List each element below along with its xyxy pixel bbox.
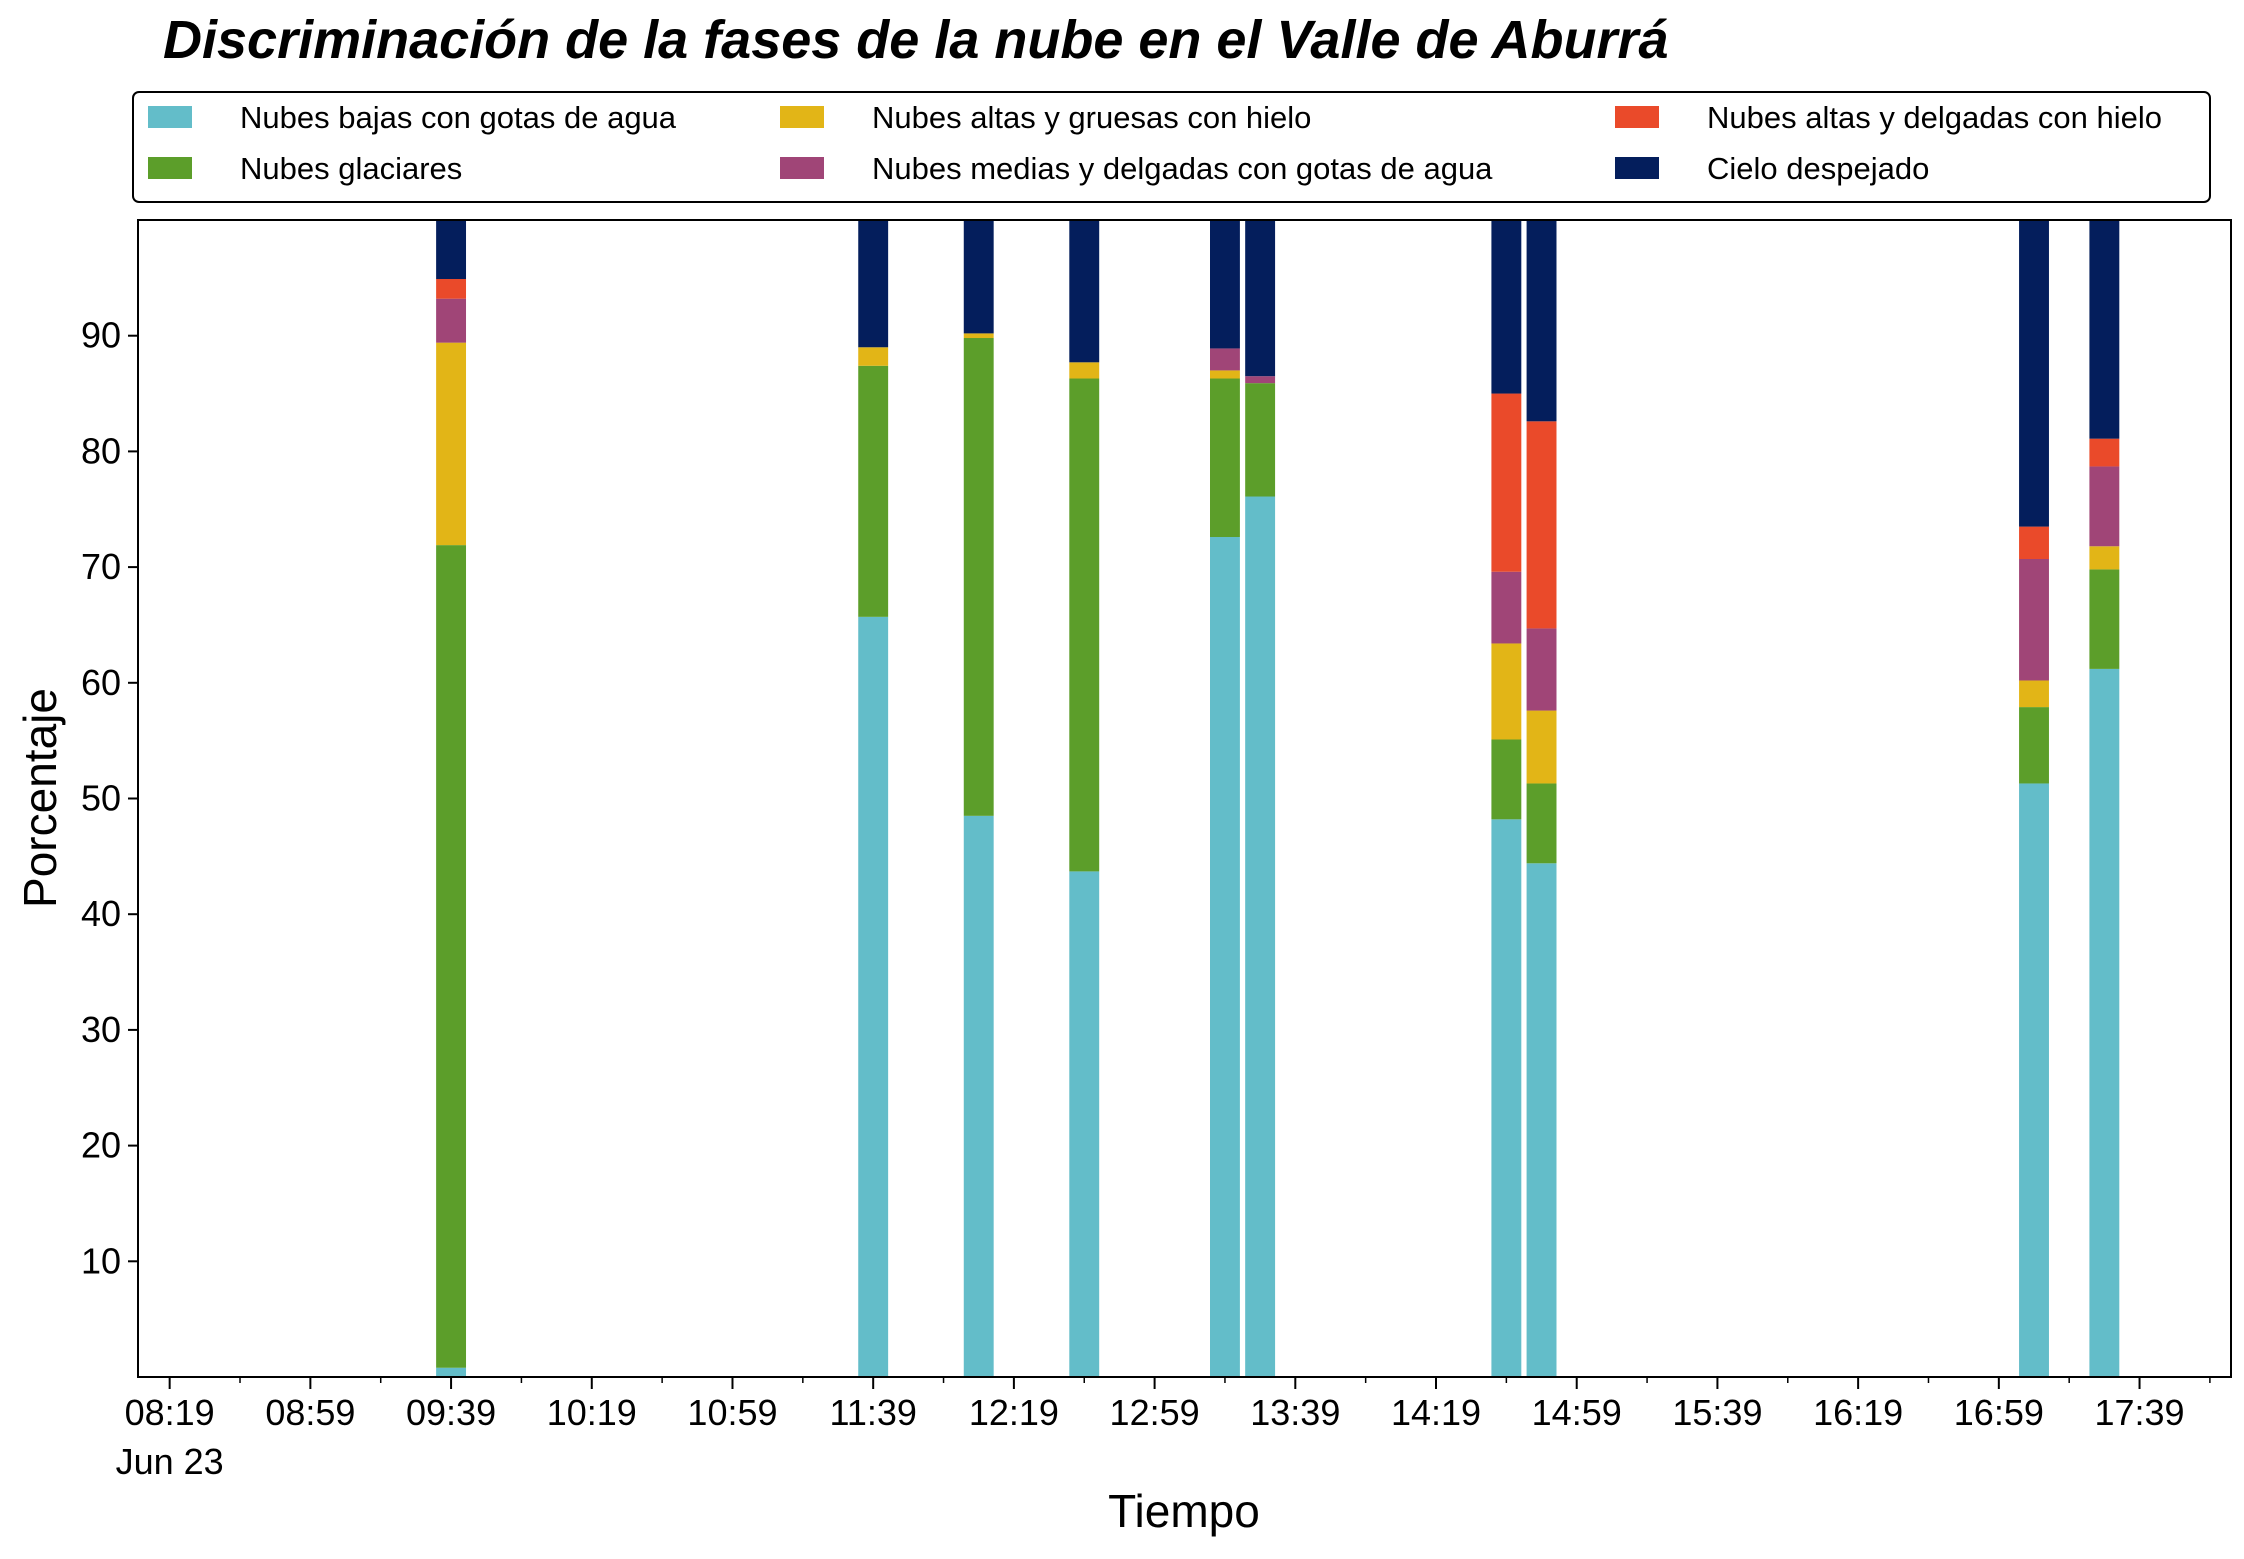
bar-segment-cielo-despejado [1526, 220, 1557, 422]
bar-segment-nubes-altas-y-gruesas-con-hielo [1210, 370, 1240, 379]
x-tick-label: 10:19 [547, 1392, 637, 1433]
bar-segment-nubes-bajas-con-gotas-de-agua [858, 616, 889, 1377]
legend-label-nubes-bajas-con-gotas-de-agua: Nubes bajas con gotas de agua [240, 100, 677, 135]
legend-swatch-nubes-glaciares [148, 157, 192, 179]
bar-segment-nubes-medias-y-delgadas-con-gotas-de-agua [436, 298, 467, 343]
x-tick-label: 08:19 [125, 1392, 215, 1433]
bars [436, 220, 2120, 1377]
bar-segment-nubes-glaciares [1069, 378, 1100, 872]
x-tick-label: 17:39 [2094, 1392, 2184, 1433]
bar-segment-nubes-altas-y-gruesas-con-hielo [2019, 680, 2049, 708]
chart-title: Discriminación de la fases de la nube en… [163, 10, 1669, 70]
legend-label-cielo-despejado: Cielo despejado [1707, 151, 1929, 186]
x-tick-label: 15:39 [1672, 1392, 1762, 1433]
x-tick-label: 16:19 [1813, 1392, 1903, 1433]
legend-swatch-nubes-medias-y-delgadas-con-gotas-de-agua [780, 157, 824, 179]
legend-frame [132, 91, 2211, 203]
x-axis: 08:19 Jun 23 08:59 09:39 10:19 10:59 11:39 12:1… [116, 1377, 2211, 1482]
bar-segment-cielo-despejado [2019, 220, 2049, 527]
bar-segment-nubes-glaciares [1210, 378, 1240, 538]
y-axis: 10 20 30 40 50 60 70 80 90 [81, 315, 138, 1281]
bar-segment-nubes-altas-y-delgadas-con-hielo [1526, 421, 1557, 629]
bar-segment-cielo-despejado [1491, 220, 1522, 394]
bar-segment-nubes-altas-y-delgadas-con-hielo [2019, 526, 2049, 560]
y-tick-label: 90 [81, 315, 121, 356]
bar-segment-nubes-medias-y-delgadas-con-gotas-de-agua [2019, 559, 2049, 681]
bar-segment-nubes-bajas-con-gotas-de-agua [2089, 668, 2120, 1377]
y-axis-label: Porcentaje [14, 688, 66, 908]
bar-segment-cielo-despejado [436, 220, 467, 280]
bar-segment-nubes-bajas-con-gotas-de-agua [1526, 863, 1557, 1377]
legend-swatch-cielo-despejado [1615, 157, 1659, 179]
x-axis-label: Tiempo [1108, 1485, 1260, 1537]
bar-segment-nubes-altas-y-gruesas-con-hielo [1526, 710, 1557, 784]
bar-segment-nubes-bajas-con-gotas-de-agua [1210, 537, 1240, 1377]
x-tick-label: 08:59 [265, 1392, 355, 1433]
y-tick-label: 20 [81, 1125, 121, 1166]
y-tick-label: 80 [81, 430, 121, 471]
bar-segment-nubes-glaciares [858, 365, 889, 617]
x-tick-label: 09:39 [406, 1392, 496, 1433]
legend-label-nubes-medias-y-delgadas-con-gotas-de-agua: Nubes medias y delgadas con gotas de agu… [872, 151, 1493, 186]
y-tick-label: 40 [81, 893, 121, 934]
x-tick-label: 11:39 [829, 1392, 916, 1433]
bar-segment-nubes-altas-y-delgadas-con-hielo [2089, 438, 2120, 467]
bar-segment-nubes-medias-y-delgadas-con-gotas-de-agua [1526, 628, 1557, 711]
bar-segment-nubes-bajas-con-gotas-de-agua [1491, 819, 1522, 1377]
legend-label-nubes-altas-y-delgadas-con-hielo: Nubes altas y delgadas con hielo [1707, 100, 2162, 135]
x-tick-label: 10:59 [687, 1392, 777, 1433]
x-tick-label: 12:19 [969, 1392, 1059, 1433]
bar-segment-nubes-glaciares [963, 338, 994, 816]
bar-segment-nubes-glaciares [1526, 783, 1557, 864]
bar-segment-cielo-despejado [2089, 220, 2120, 439]
bar-segment-nubes-bajas-con-gotas-de-agua [1245, 496, 1276, 1377]
bar-segment-nubes-altas-y-gruesas-con-hielo [963, 333, 994, 339]
y-tick-label: 30 [81, 1009, 121, 1050]
bar-segment-nubes-bajas-con-gotas-de-agua [1069, 871, 1100, 1377]
legend-swatch-nubes-bajas-con-gotas-de-agua [148, 106, 192, 128]
bar-segment-nubes-bajas-con-gotas-de-agua [963, 815, 994, 1377]
bar-segment-nubes-bajas-con-gotas-de-agua [436, 1367, 467, 1377]
bar-segment-nubes-altas-y-gruesas-con-hielo [1491, 643, 1522, 740]
bar-segment-nubes-glaciares [1491, 739, 1522, 820]
x-tick-label: 14:19 [1391, 1392, 1481, 1433]
x-tick-date-label: Jun 23 [116, 1441, 224, 1482]
y-tick-label: 70 [81, 546, 121, 587]
bar-segment-nubes-altas-y-delgadas-con-hielo [1491, 393, 1522, 572]
bar-segment-nubes-altas-y-gruesas-con-hielo [1069, 362, 1100, 379]
bar-segment-nubes-altas-y-gruesas-con-hielo [2089, 546, 2120, 570]
bar-segment-nubes-glaciares [2019, 707, 2049, 784]
bar-segment-nubes-medias-y-delgadas-con-gotas-de-agua [1210, 348, 1240, 371]
bar-segment-cielo-despejado [1210, 220, 1240, 349]
legend: Nubes bajas con gotas de agua Nubes glaci… [132, 91, 2211, 203]
bar-segment-nubes-glaciares [2089, 569, 2120, 669]
x-tick-label: 14:59 [1532, 1392, 1622, 1433]
legend-label-nubes-altas-y-gruesas-con-hielo: Nubes altas y gruesas con hielo [872, 100, 1311, 135]
bar-segment-nubes-altas-y-gruesas-con-hielo [858, 347, 889, 366]
bar-segment-nubes-glaciares [1245, 383, 1276, 497]
bar-segment-nubes-medias-y-delgadas-con-gotas-de-agua [1491, 571, 1522, 644]
y-tick-label: 60 [81, 662, 121, 703]
bar-segment-cielo-despejado [963, 220, 994, 334]
bar-segment-cielo-despejado [1245, 220, 1276, 377]
x-tick-label: 13:39 [1250, 1392, 1340, 1433]
bar-segment-nubes-medias-y-delgadas-con-gotas-de-agua [1245, 376, 1276, 384]
legend-swatch-nubes-altas-y-gruesas-con-hielo [780, 106, 824, 128]
bar-segment-nubes-glaciares [436, 545, 467, 1368]
bar-segment-nubes-medias-y-delgadas-con-gotas-de-agua [2089, 466, 2120, 547]
y-tick-label: 50 [81, 778, 121, 819]
bar-segment-nubes-altas-y-delgadas-con-hielo [436, 279, 467, 299]
x-tick-label: 16:59 [1954, 1392, 2044, 1433]
bar-segment-cielo-despejado [1069, 220, 1100, 363]
y-tick-label: 10 [81, 1240, 121, 1281]
x-tick-label: 12:59 [1110, 1392, 1200, 1433]
legend-label-nubes-glaciares: Nubes glaciares [240, 151, 462, 186]
bar-segment-cielo-despejado [858, 220, 889, 348]
bar-segment-nubes-altas-y-gruesas-con-hielo [436, 342, 467, 546]
bar-segment-nubes-bajas-con-gotas-de-agua [2019, 783, 2049, 1377]
legend-swatch-nubes-altas-y-delgadas-con-hielo [1615, 106, 1659, 128]
